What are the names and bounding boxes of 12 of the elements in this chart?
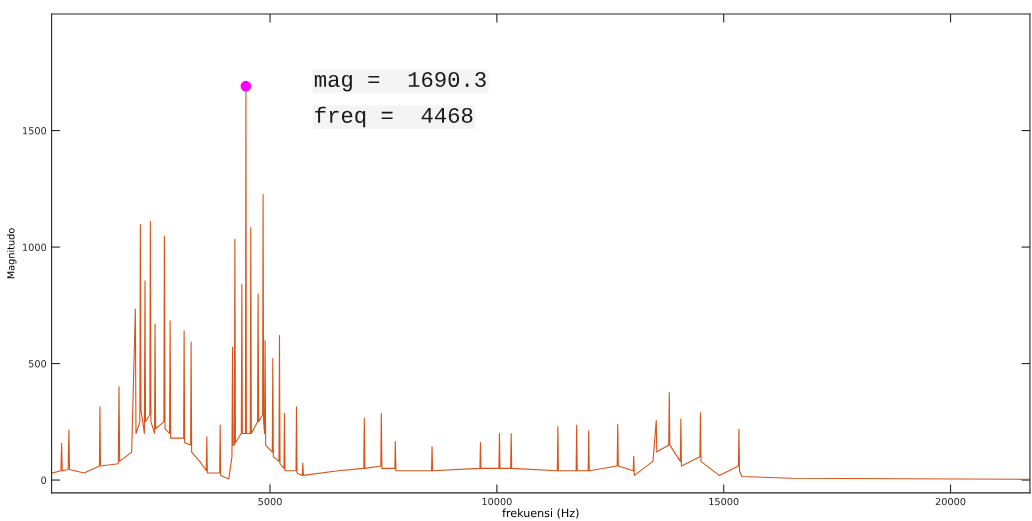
x-tick-label: 5000 (258, 497, 282, 506)
x-axis-title: frekuensi (Hz) (502, 508, 579, 519)
x-tick-label: 20000 (935, 497, 966, 506)
y-tick-label: 500 (28, 360, 47, 368)
annotation: freq = 4468 (315, 106, 473, 128)
annotation: mag = 1690.3 (314, 71, 486, 92)
y-tick-label: 1500 (23, 127, 47, 135)
x-tick-label: 15000 (709, 497, 739, 506)
x-tick-label: 10000 (482, 497, 512, 506)
y-tick-label: 0 (41, 476, 47, 484)
y-tick-label: 1000 (23, 243, 47, 251)
y-axis-title: Magnitudo (7, 228, 17, 279)
